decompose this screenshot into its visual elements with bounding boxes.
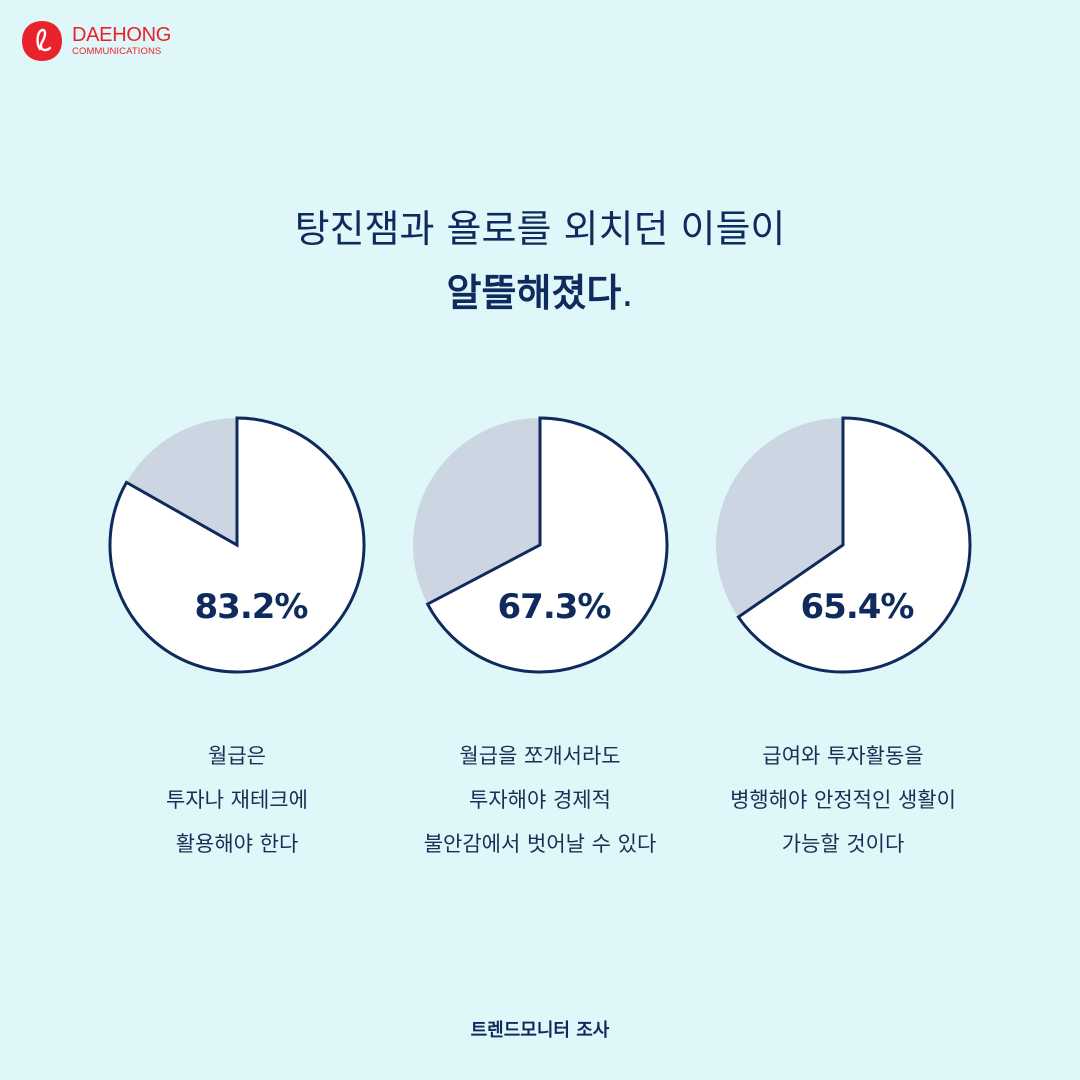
headline-emphasis: 알뜰해졌다 bbox=[446, 271, 622, 315]
pie-3-value-label: 65.4% bbox=[801, 587, 914, 627]
pie-2-caption-line: 불안감에서 벗어날 수 있다 bbox=[423, 832, 657, 856]
pie-1-value-label: 83.2% bbox=[195, 587, 308, 627]
pie-2-remainder-slice bbox=[413, 418, 540, 605]
pie-3-caption-line: 급여와 투자활동을 bbox=[762, 744, 924, 768]
brand-wordmark: DAEHONG COMMUNICATIONS bbox=[72, 25, 171, 57]
pie-2-value-label: 67.3% bbox=[498, 587, 611, 627]
pie-1-caption-line: 투자나 재테크에 bbox=[166, 788, 308, 812]
brand-logo: DAEHONG COMMUNICATIONS bbox=[20, 19, 171, 63]
pie-3-main-slice bbox=[736, 416, 972, 674]
daehong-logo-icon bbox=[22, 21, 62, 61]
headline-line-1: 탕진잼과 욜로를 외치던 이들이 bbox=[294, 207, 786, 251]
pie-1-caption-line: 활용해야 한다 bbox=[175, 832, 299, 856]
pie-1-caption-line: 월급은 bbox=[208, 744, 266, 768]
pie-2-caption-line: 투자해야 경제적 bbox=[469, 788, 611, 812]
pie-2-caption: 월급을 쪼개서라도 투자해야 경제적 불안감에서 벗어날 수 있다 bbox=[375, 734, 705, 866]
pie-2-caption-line: 월급을 쪼개서라도 bbox=[459, 744, 621, 768]
pie-1-remainder-slice bbox=[126, 418, 237, 545]
pie-chart-3: 65.4% bbox=[712, 414, 974, 676]
brand-name: DAEHONG bbox=[72, 24, 172, 47]
source-note: 트렌드모니터 조사 bbox=[470, 1020, 610, 1041]
pie-chart-1: 83.2% bbox=[106, 414, 368, 676]
pie-2-main-slice bbox=[425, 416, 669, 674]
pie-3-caption-line: 가능할 것이다 bbox=[781, 832, 905, 856]
pie-chart-2-svg: 67.3% bbox=[413, 416, 669, 674]
pie-chart-1-svg: 83.2% bbox=[108, 416, 366, 674]
pie-chart-3-svg: 65.4% bbox=[716, 416, 972, 674]
headline-period: . bbox=[621, 271, 634, 315]
brand-subtitle: COMMUNICATIONS bbox=[72, 46, 162, 58]
pie-3-remainder-slice bbox=[716, 418, 843, 618]
pie-3-caption-line: 병행해야 안정적인 생활이 bbox=[730, 788, 956, 812]
pie-1-main-slice bbox=[108, 416, 366, 674]
pie-1-caption: 월급은 투자나 재테크에 활용해야 한다 bbox=[72, 734, 402, 866]
headline-line-2: 알뜰해졌다. bbox=[0, 262, 1080, 317]
pie-3-caption: 급여와 투자활동을 병행해야 안정적인 생활이 가능할 것이다 bbox=[678, 734, 1008, 866]
pie-chart-2: 67.3% bbox=[409, 414, 671, 676]
